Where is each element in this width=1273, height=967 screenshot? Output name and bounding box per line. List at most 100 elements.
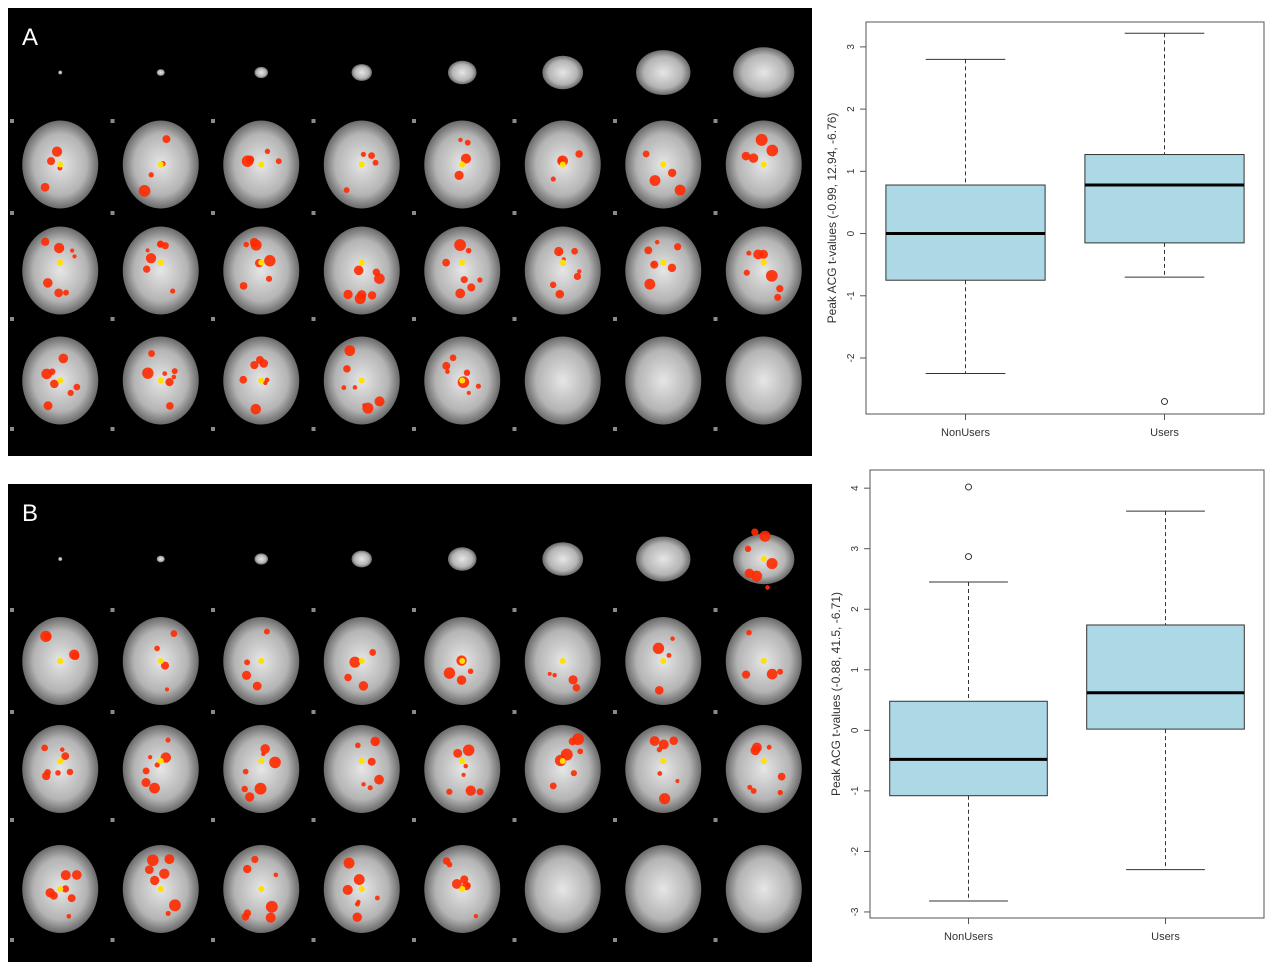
activation-blob: [644, 246, 653, 255]
slice-marker: [311, 938, 316, 942]
activation-blob: [241, 785, 248, 793]
brain-slice: [351, 550, 372, 568]
activation-peak: [157, 758, 164, 764]
activation-peak: [258, 758, 265, 764]
activation-blob: [250, 403, 261, 415]
activation-blob: [249, 237, 259, 247]
activation-blob: [59, 747, 65, 752]
activation-blob: [675, 779, 680, 784]
brain-slice: [156, 555, 165, 563]
activation-blob: [352, 912, 362, 922]
activation-blob: [58, 353, 69, 364]
activation-blob: [657, 771, 663, 776]
slice-marker: [311, 818, 316, 822]
activation-peak: [660, 658, 667, 664]
activation-blob: [741, 151, 751, 161]
activation-blob: [475, 383, 481, 389]
slice-marker: [110, 608, 115, 612]
activation-peak: [358, 886, 365, 892]
brain-slice: [122, 725, 199, 813]
activation-blob: [477, 277, 483, 283]
activation-peak: [559, 758, 566, 764]
activation-blob: [765, 269, 778, 282]
activation-blob: [162, 371, 168, 376]
activation-blob: [166, 402, 174, 410]
y-tick-label: 1: [846, 168, 857, 174]
activation-blob: [658, 739, 669, 750]
y-tick-label: -3: [850, 907, 861, 916]
activation-blob: [66, 913, 72, 919]
activation-blob: [354, 292, 366, 305]
activation-blob: [61, 885, 70, 893]
activation-blob: [466, 390, 471, 395]
slice-marker: [211, 211, 215, 215]
activation-blob: [154, 645, 160, 652]
activation-blob: [774, 293, 782, 301]
activation-blob: [41, 368, 53, 380]
activation-blob: [264, 148, 271, 155]
brain-slice: [156, 69, 165, 76]
activation-blob: [666, 652, 672, 658]
slice-marker: [512, 427, 517, 431]
activation-blob: [160, 661, 170, 670]
slice-marker: [512, 211, 517, 215]
brain-slice: [524, 725, 601, 813]
brain-slice: [58, 70, 63, 75]
activation-blob: [776, 285, 784, 293]
activation-blob: [70, 248, 75, 253]
activation-blob: [60, 870, 71, 881]
activation-blob: [343, 187, 350, 194]
activation-blob: [750, 787, 757, 794]
activation-blob: [743, 269, 750, 276]
activation-blob: [355, 742, 361, 749]
activation-blob: [41, 744, 49, 752]
activation-peak: [760, 758, 767, 764]
slice-marker: [311, 710, 316, 714]
slice-marker: [311, 427, 316, 431]
brain-slice: [524, 226, 601, 315]
brain-slice: [323, 725, 400, 813]
activation-blob: [138, 184, 151, 197]
activation-blob: [374, 396, 385, 407]
activation-blob: [652, 642, 665, 655]
activation-blob: [368, 152, 375, 160]
brain-slice: [636, 50, 691, 95]
activation-blob: [71, 870, 82, 880]
slice-marker: [110, 710, 115, 714]
activation-blob: [344, 673, 352, 682]
activation-blob: [766, 144, 779, 157]
activation-blob: [746, 250, 752, 256]
activation-blob: [164, 687, 170, 692]
slice-marker: [512, 938, 517, 942]
brain-slice: [625, 725, 702, 813]
activation-blob: [367, 757, 376, 766]
activation-blob: [446, 788, 453, 795]
activation-blob: [777, 668, 784, 675]
slice-marker: [110, 938, 115, 942]
activation-blob: [549, 782, 557, 790]
activation-blob: [547, 671, 552, 676]
brain-slice: [625, 845, 702, 933]
slice-marker: [613, 608, 617, 612]
brain-slice: [725, 725, 802, 813]
activation-blob: [360, 151, 367, 157]
slice-marker: [412, 710, 416, 714]
activation-blob: [51, 146, 63, 157]
activation-blob: [252, 681, 262, 691]
activation-blob: [164, 854, 175, 865]
activation-blob: [63, 289, 69, 296]
activation-peak: [358, 161, 365, 168]
slice-marker: [412, 427, 416, 431]
brain-slice: [725, 845, 802, 933]
activation-peak: [760, 161, 767, 168]
activation-blob: [165, 910, 171, 916]
activation-blob: [342, 884, 353, 895]
activation-blob: [455, 288, 466, 299]
slice-marker: [10, 119, 14, 123]
slice-marker: [713, 119, 718, 123]
activation-blob: [147, 754, 153, 760]
y-tick-label: 4: [850, 485, 861, 491]
activation-blob: [241, 670, 252, 680]
activation-blob: [349, 656, 361, 668]
brain-slice: [636, 536, 691, 582]
